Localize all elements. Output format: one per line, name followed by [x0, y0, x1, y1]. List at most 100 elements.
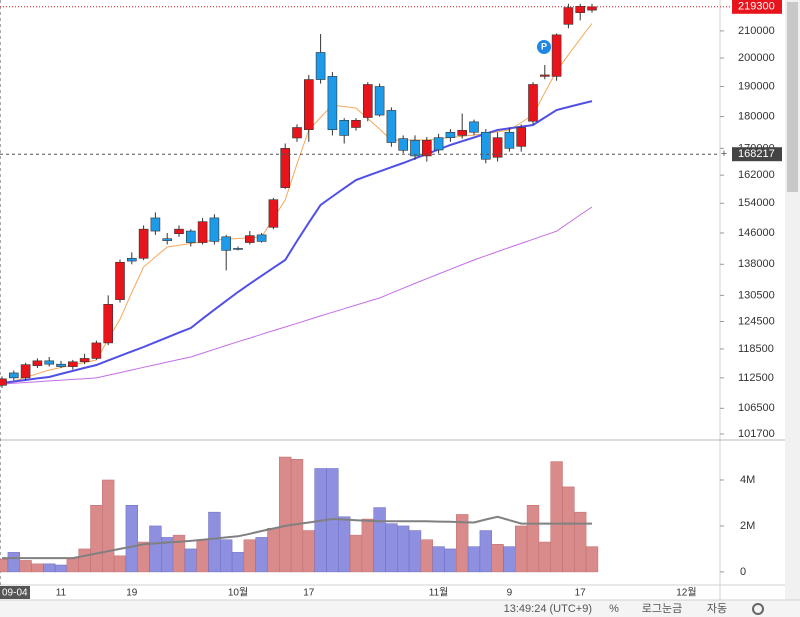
candle-body — [539, 74, 550, 77]
settings-icon[interactable] — [752, 603, 764, 615]
volume-bar — [7, 552, 20, 573]
volume-bar — [243, 539, 256, 573]
candle-body — [44, 360, 55, 365]
candle-body — [433, 137, 444, 151]
volume-bar — [125, 505, 138, 573]
volume-bar — [196, 539, 209, 573]
volume-bar — [574, 511, 587, 573]
last-price-box — [732, 0, 782, 14]
volume-bar — [503, 546, 516, 573]
volume-bar — [550, 461, 563, 573]
y-tick-label: 210000 — [738, 25, 775, 37]
volume-bar — [255, 537, 268, 573]
volume-bar — [456, 514, 469, 573]
volume-bar — [78, 548, 91, 573]
x-tick-label: 19 — [126, 588, 138, 599]
volume-bar — [184, 548, 197, 573]
volume-tick-label: 4M — [740, 474, 755, 486]
candle-body — [197, 221, 208, 243]
candle-body — [127, 257, 137, 262]
volume-bar — [373, 507, 386, 573]
volume-bar — [420, 539, 433, 573]
volume-bar — [479, 530, 492, 573]
y-tick-label: 190000 — [738, 80, 775, 92]
volume-bar — [19, 560, 32, 573]
volume-bar — [54, 564, 68, 573]
y-tick-label: 101700 — [738, 428, 775, 440]
volume-bar — [338, 516, 351, 573]
y-tick-label: 130500 — [738, 289, 775, 301]
y-tick-label: 124500 — [738, 315, 775, 327]
log-button[interactable]: 로그눈금 — [642, 602, 682, 615]
y-tick-label: 154000 — [738, 197, 775, 209]
candle-body — [315, 52, 326, 80]
volume-bar — [432, 546, 445, 573]
candle-body — [9, 372, 19, 379]
candle-body — [162, 238, 172, 241]
candle-body — [79, 358, 90, 363]
volume-bar — [515, 525, 528, 573]
volume-bar — [361, 518, 374, 573]
candle-body — [0, 378, 7, 386]
crosshair-price-box — [732, 147, 782, 162]
volume-bar — [408, 530, 422, 573]
x-tick-label: 09-04 — [2, 588, 28, 599]
candle-body — [68, 361, 78, 367]
volume-bar — [290, 459, 304, 573]
candle-body — [457, 130, 468, 136]
volume-bar — [585, 546, 599, 573]
candle-body — [103, 304, 113, 344]
y-tick-label: 162000 — [738, 169, 775, 181]
volume-bar — [444, 548, 457, 573]
candle-body — [398, 138, 409, 151]
last-price-label: 219300 — [738, 1, 775, 13]
volume-bar — [90, 505, 103, 573]
x-tick-label: 17 — [575, 588, 587, 599]
y-tick-label: 138000 — [738, 258, 775, 270]
toolbar — [0, 600, 800, 617]
candle-body — [303, 79, 314, 131]
percent-button[interactable]: % — [609, 603, 619, 615]
y-tick-label: 112500 — [738, 372, 774, 384]
volume-bar — [279, 456, 292, 573]
candle-body — [516, 127, 527, 147]
gear[interactable] — [752, 603, 764, 615]
y-tick-label: 118500 — [738, 343, 774, 355]
volume-bar — [231, 552, 245, 573]
candle-body — [233, 248, 243, 250]
volume-tick-label: 2M — [740, 520, 755, 532]
auto-button[interactable]: 자동 — [707, 602, 727, 615]
candle-body — [575, 5, 586, 13]
moving-average — [1, 206, 593, 385]
volume-bar — [526, 505, 540, 573]
candle-body — [138, 228, 149, 259]
candle-body — [186, 230, 196, 243]
candle-body — [421, 139, 432, 157]
candle-body — [91, 342, 102, 359]
x-tick-label: 10월 — [228, 587, 248, 599]
volume-bar — [385, 523, 398, 573]
event-marker[interactable] — [537, 40, 551, 54]
candle-body — [362, 84, 373, 118]
volume-tick-label: 0 — [740, 566, 746, 578]
volume-bar — [467, 546, 481, 573]
candle-body — [268, 199, 279, 228]
candle-body — [256, 234, 267, 242]
x-tick-label: 11월 — [429, 587, 449, 599]
volume-bar — [113, 555, 127, 573]
candle-body — [245, 235, 255, 243]
volume-bar — [43, 563, 56, 573]
candle-body — [480, 131, 491, 160]
volume-bar — [31, 563, 44, 573]
volume-bar — [267, 527, 280, 573]
volume-ma-line — [2, 515, 592, 560]
x-tick-label: 17 — [303, 588, 315, 599]
candle-body — [410, 139, 420, 157]
x-tick-label: 11 — [56, 588, 67, 599]
toolbar-time: 13:49:24 (UTC+9) — [504, 603, 592, 615]
scrollbar-thumb[interactable] — [787, 2, 798, 192]
volume-bar — [491, 544, 504, 573]
x-tick-label: 12월 — [676, 587, 696, 599]
